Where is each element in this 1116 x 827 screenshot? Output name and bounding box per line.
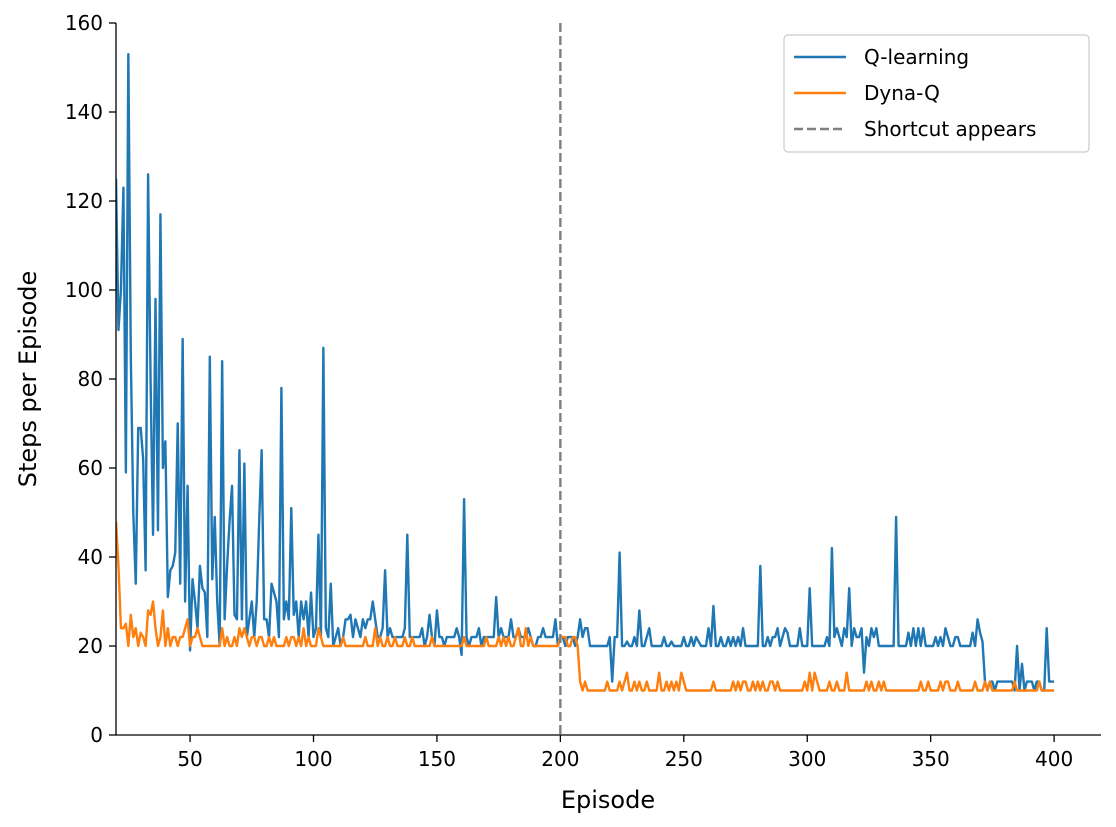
y-tick-label: 60	[78, 456, 103, 480]
y-axis-label: Steps per Episode	[14, 271, 42, 488]
legend-label: Dyna-Q	[864, 81, 940, 105]
plot-area	[116, 23, 1055, 735]
legend-label: Shortcut appears	[864, 117, 1036, 141]
y-tick-label: 80	[78, 367, 103, 391]
legend-label: Q-learning	[864, 45, 969, 69]
x-tick-label: 200	[541, 747, 579, 771]
legend: Q-learning Dyna-Q Shortcut appears	[783, 34, 1090, 153]
y-tick-label: 0	[90, 723, 103, 747]
x-tick-label: 100	[294, 747, 332, 771]
y-tick-label: 120	[65, 189, 103, 213]
y-tick-label: 140	[65, 100, 103, 124]
y-tick-label: 160	[65, 11, 103, 35]
x-tick-label: 250	[665, 747, 703, 771]
x-tick-label: 350	[912, 747, 950, 771]
y-axis: 0 20 40 60 80 100 120 140 160	[65, 11, 117, 747]
legend-box	[783, 34, 1090, 153]
x-axis: 50 100 150 200 250 300 350 400	[116, 734, 1101, 771]
y-tick-label: 100	[65, 278, 103, 302]
x-tick-label: 400	[1035, 747, 1073, 771]
y-tick-label: 40	[78, 545, 103, 569]
y-tick-label: 20	[78, 634, 103, 658]
x-tick-label: 150	[418, 747, 456, 771]
x-axis-label: Episode	[561, 786, 655, 814]
x-tick-label: 50	[177, 747, 202, 771]
x-tick-label: 300	[788, 747, 826, 771]
series-line-dyna-q	[116, 521, 1055, 692]
series-line-q-learning	[116, 52, 1055, 692]
